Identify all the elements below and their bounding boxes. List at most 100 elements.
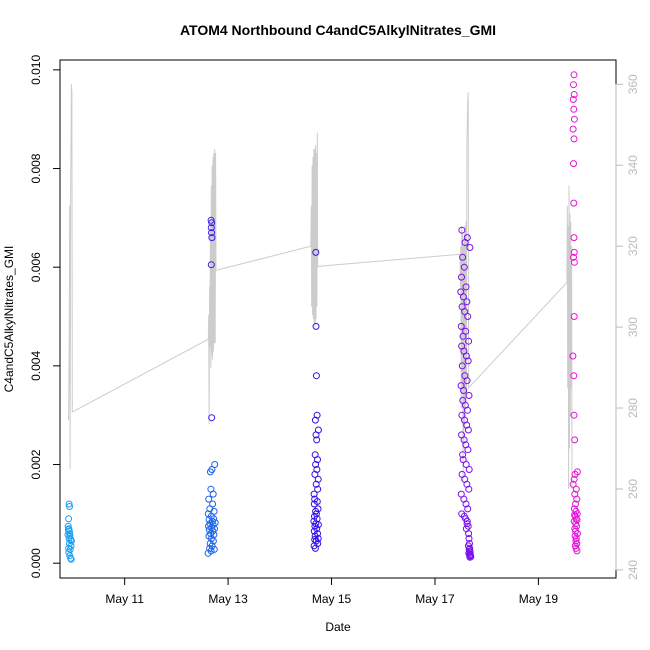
data-point [466, 244, 474, 251]
data-point [65, 544, 73, 552]
data-point [67, 555, 75, 563]
data-point [464, 406, 471, 414]
data-point [458, 226, 466, 234]
data-point [66, 503, 73, 510]
data-point [463, 377, 471, 385]
data-point [312, 461, 320, 468]
data-point [465, 337, 473, 345]
data-point [463, 298, 471, 306]
data-point [464, 505, 472, 513]
data-point [459, 332, 467, 340]
data-point [460, 387, 468, 394]
data-point [570, 234, 578, 242]
data-point [569, 352, 577, 360]
data-point [312, 431, 320, 439]
x-tick-label: May 11 [105, 592, 144, 606]
y-tick-label: 0.010 [29, 55, 43, 85]
data-point [311, 416, 319, 424]
right-axis-series-line [68, 84, 573, 490]
chart-title: ATOM4 Northbound C4andC5AlkylNitrates_GM… [180, 22, 496, 38]
data-point [570, 475, 578, 483]
data-point [458, 362, 466, 370]
data-point [312, 372, 320, 380]
data-point [208, 234, 216, 242]
data-point [313, 436, 321, 444]
y2-tick-label: 260 [626, 479, 640, 499]
data-point [573, 468, 581, 476]
data-point [465, 392, 473, 399]
data-point [570, 71, 578, 79]
scatter-point-layer [64, 71, 581, 563]
data-point [465, 466, 473, 473]
data-point [311, 470, 319, 478]
data-point [204, 549, 212, 557]
data-point [209, 490, 217, 498]
y-tick-label: 0.002 [29, 449, 43, 479]
data-point [570, 105, 578, 113]
data-point [314, 485, 322, 493]
data-point [211, 461, 219, 468]
data-point [459, 293, 467, 301]
y2-tick-label: 340 [626, 155, 640, 175]
data-point [570, 199, 578, 207]
data-point [464, 313, 472, 320]
y2-tick-label: 280 [626, 398, 640, 418]
data-point [572, 500, 579, 508]
x-tick-label: May 15 [312, 592, 352, 606]
data-point [65, 500, 73, 508]
y-axis-right: 240 260 280 300 320 340 360 [615, 74, 640, 580]
y-tick-label: 0.006 [29, 252, 43, 282]
x-tick-label: May 19 [519, 592, 559, 606]
data-point [465, 485, 473, 493]
data-point [310, 500, 318, 508]
data-point [570, 160, 577, 168]
x-axis-label: Date [325, 620, 351, 634]
data-point [65, 515, 73, 523]
data-point [310, 490, 318, 498]
data-point [569, 96, 577, 103]
data-point [462, 283, 470, 291]
data-point [570, 115, 578, 123]
data-point [465, 530, 473, 538]
data-point [571, 436, 579, 444]
data-point [572, 485, 580, 493]
y-axis-label: C4andC5AlkylNitrates_GMI [2, 246, 16, 393]
data-point [570, 253, 577, 261]
data-point [573, 495, 581, 503]
data-point [569, 480, 577, 488]
data-point [314, 521, 322, 529]
data-point [313, 525, 321, 533]
y-tick-label: 0.008 [29, 153, 43, 183]
data-point [205, 495, 213, 503]
y-tick-label: 0.004 [29, 351, 43, 381]
data-point [459, 253, 467, 261]
y2-tick-label: 300 [626, 317, 640, 337]
data-point [459, 456, 467, 464]
y-tick-label: 0.000 [29, 548, 43, 578]
data-point [465, 535, 473, 542]
data-point [463, 421, 471, 429]
x-tick-label: May 13 [208, 592, 248, 606]
data-point [462, 461, 470, 468]
data-point [570, 411, 578, 419]
data-point [461, 308, 469, 316]
x-axis: May 11 May 13 May 15 May 17 May 19 [105, 577, 559, 606]
y2-tick-label: 240 [626, 560, 640, 580]
data-point [208, 414, 216, 422]
data-point [570, 258, 578, 266]
data-point [461, 239, 469, 246]
data-point [313, 411, 321, 419]
data-point [463, 517, 471, 525]
data-point [460, 263, 468, 271]
data-point [311, 544, 319, 552]
data-point [462, 352, 470, 360]
data-point [312, 248, 320, 256]
data-point [207, 224, 215, 232]
data-point [457, 322, 465, 330]
data-point [459, 451, 467, 459]
data-point [207, 261, 215, 269]
data-point [570, 313, 578, 320]
data-point [458, 273, 465, 281]
data-point [462, 500, 470, 508]
